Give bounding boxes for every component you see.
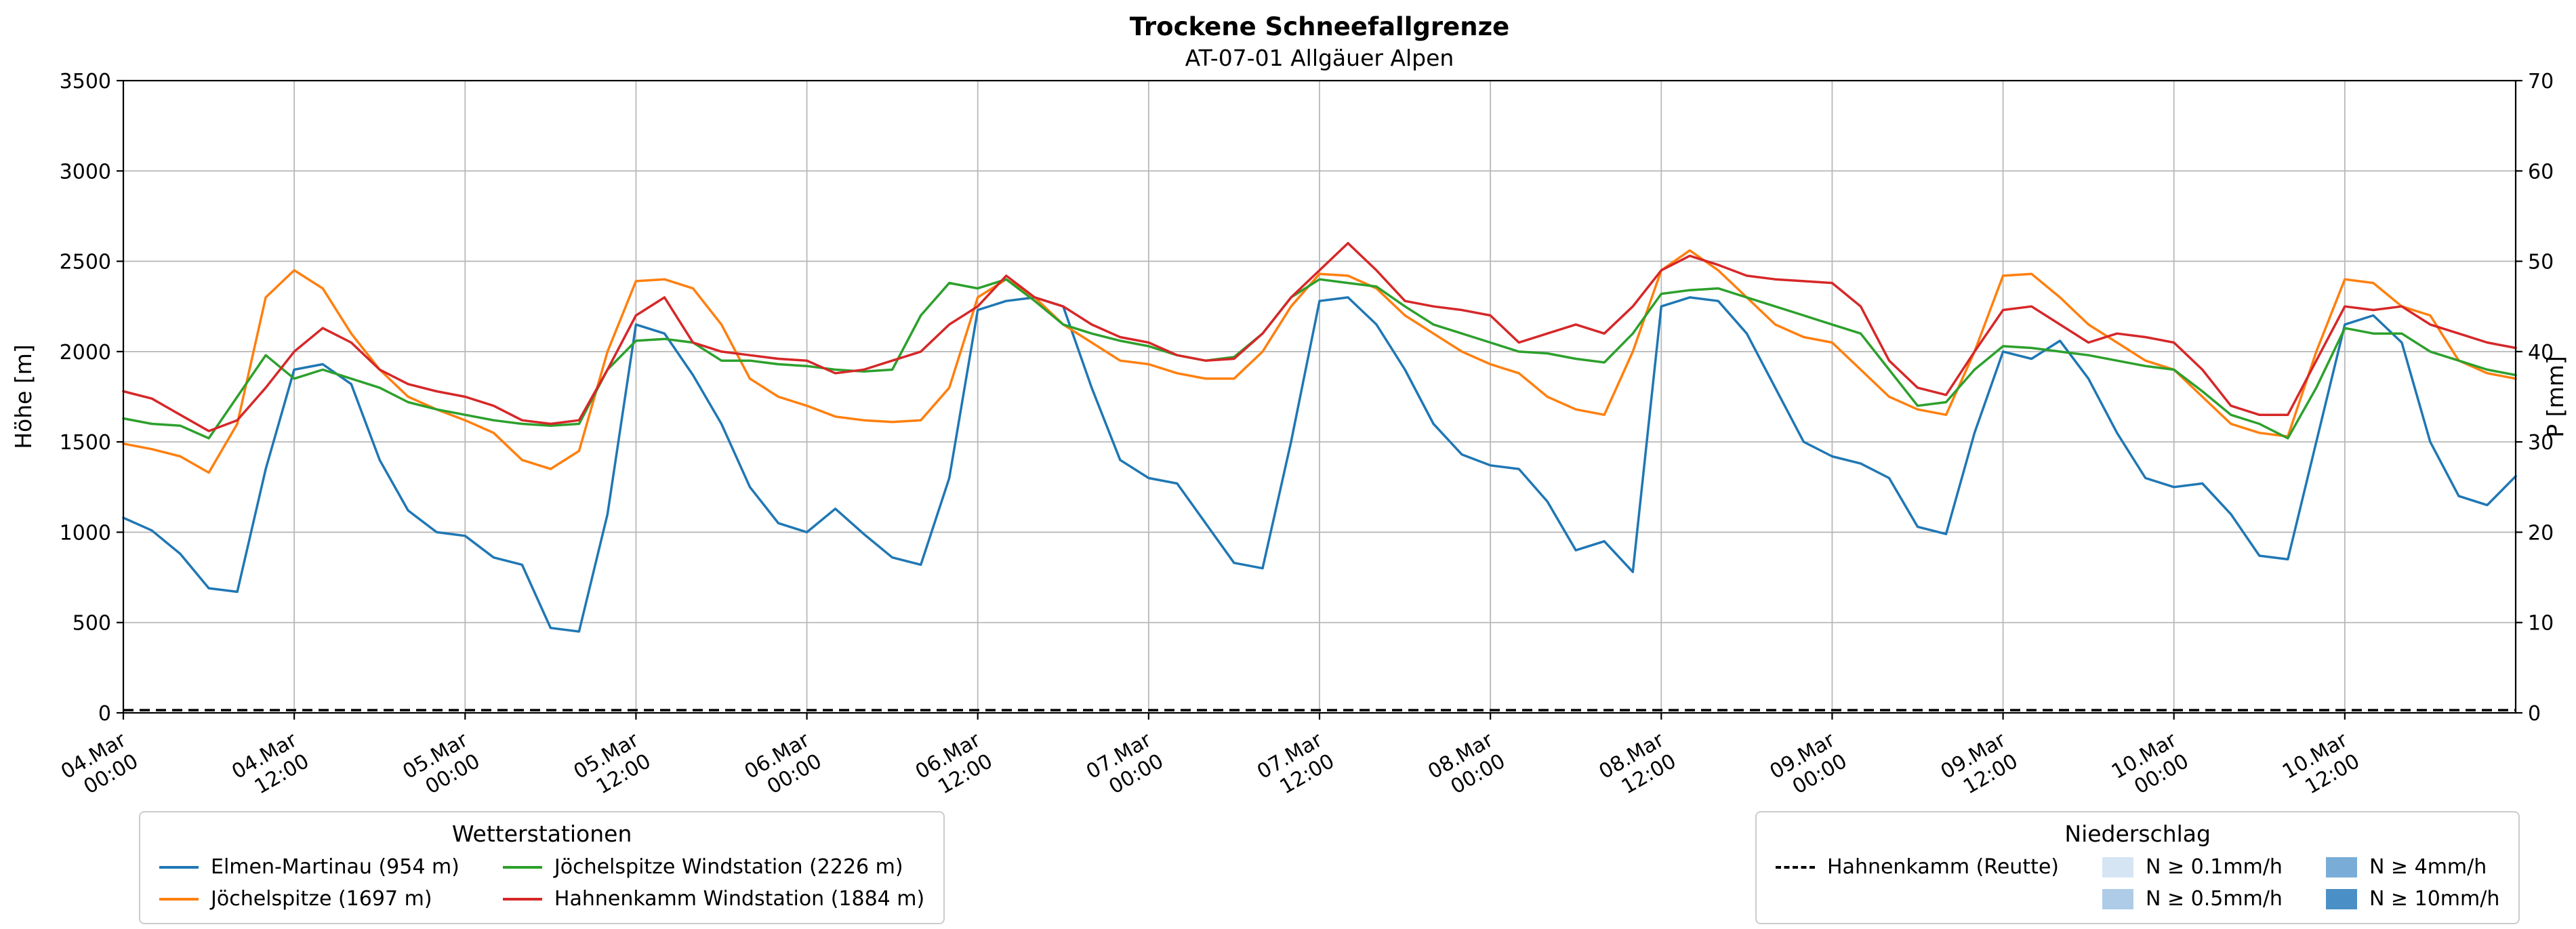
y-left-tick-label: 3500 xyxy=(60,70,111,94)
y-left-tick-label: 500 xyxy=(73,612,111,636)
x-tick-label: 10.Mar12:00 xyxy=(2278,728,2364,805)
legend-item-n-4mm-h: N ≥ 4mm/h xyxy=(2325,855,2499,879)
y-left-tick-label: 1500 xyxy=(60,431,111,455)
x-tick-label: 07.Mar12:00 xyxy=(1253,728,1338,805)
legend-label: N ≥ 10mm/h xyxy=(2369,887,2500,911)
legend-item-n-10mm-h: N ≥ 10mm/h xyxy=(2325,887,2500,911)
legend-label: Elmen-Martinau (954 m) xyxy=(211,855,459,879)
legend-item-elmen-martinau-954-m: Elmen-Martinau (954 m) xyxy=(159,855,459,879)
y-right-tick-label: 10 xyxy=(2528,612,2554,636)
series-line-j-chelspitze-windstation-2226-m xyxy=(122,278,2517,440)
x-tick-label: 04.Mar12:00 xyxy=(228,728,313,805)
x-tick-label: 08.Mar12:00 xyxy=(1595,728,1680,805)
legend-label: N ≥ 4mm/h xyxy=(2369,855,2487,879)
x-tick-label: 09.Mar00:00 xyxy=(1766,728,1852,805)
precip-level-swatch xyxy=(2325,888,2357,909)
legend-item-hahnenkamm-reutte: Hahnenkamm (Reutte) xyxy=(1776,855,2059,879)
y-right-tick-label: 30 xyxy=(2528,431,2554,455)
legend-item-n-0-1mm-h: N ≥ 0.1mm/h xyxy=(2102,855,2283,879)
legend-label: Hahnenkamm Windstation (1884 m) xyxy=(554,887,925,911)
axes-layer: 0 500 1000 1500 2000 2500 3000 3500 0 10 20 30 40 50 6… xyxy=(57,70,2554,805)
x-tick-label: 09.Mar12:00 xyxy=(1937,728,2022,805)
y-right-tick-label: 60 xyxy=(2528,160,2554,184)
series-line-j-chelspitze-1697-m xyxy=(122,249,2517,474)
legend-item-j-chelspitze-1697-m: Jöchelspitze (1697 m) xyxy=(159,887,459,911)
line-swatch xyxy=(502,897,542,901)
x-tick-label: 06.Mar00:00 xyxy=(741,728,826,805)
legend-label: Jöchelspitze Windstation (2226 m) xyxy=(554,855,903,879)
series-line-hahnenkamm-windstation-1884-m xyxy=(122,242,2517,432)
line-swatch xyxy=(159,897,199,901)
legend-niederschlag-items: Hahnenkamm (Reutte) N ≥ 0.1mm/h N ≥ 0.5mm/… xyxy=(1776,855,2499,911)
y-left-tick-label: 1000 xyxy=(60,521,111,545)
x-tick-label: 05.Mar12:00 xyxy=(570,728,655,805)
y-right-tick-label: 40 xyxy=(2528,341,2554,365)
y-left-axis-label: Höhe [m] xyxy=(10,344,37,449)
chart-subtitle: AT-07-01 Allgäuer Alpen xyxy=(1185,45,1454,71)
grid-layer xyxy=(123,80,2516,714)
legend-item-j-chelspitze-windstation-2226-m: Jöchelspitze Windstation (2226 m) xyxy=(502,855,924,879)
line-swatch xyxy=(159,865,199,869)
legend-label: Jöchelspitze (1697 m) xyxy=(211,887,432,911)
legend-wetterstationen-title: Wetterstationen xyxy=(451,821,632,847)
legend-label: N ≥ 0.5mm/h xyxy=(2146,887,2283,911)
legend-niederschlag-title: Niederschlag xyxy=(2064,821,2211,847)
y-left-tick-label: 3000 xyxy=(60,160,111,184)
x-tick-label: 10.Mar00:00 xyxy=(2108,728,2193,805)
legend-label: Hahnenkamm (Reutte) xyxy=(1827,855,2060,879)
x-tick-label: 04.Mar00:00 xyxy=(57,728,142,805)
y-left-tick-label: 0 xyxy=(98,702,111,726)
chart-title: Trockene Schneefallgrenze xyxy=(1129,12,1510,41)
y-right-tick-label: 50 xyxy=(2528,251,2554,274)
x-tick-label: 06.Mar12:00 xyxy=(912,728,997,805)
x-tick-label: 07.Mar00:00 xyxy=(1082,728,1168,805)
y-right-tick-label: 0 xyxy=(2528,702,2541,726)
precip-level-swatch xyxy=(2102,856,2134,878)
precip-level-swatch xyxy=(2325,856,2357,878)
line-swatch xyxy=(502,865,542,869)
dashed-line-swatch xyxy=(1776,865,1815,869)
y-right-axis-label: P [mm] xyxy=(2542,356,2569,437)
y-left-tick-label: 2000 xyxy=(60,341,111,365)
legend-item-n-0-5mm-h: N ≥ 0.5mm/h xyxy=(2102,887,2283,911)
legend-niederschlag: Niederschlag Hahnenkamm (Reutte) N ≥ 0.1m… xyxy=(1755,811,2520,924)
legend-wetterstationen: Wetterstationen Elmen-Martinau (954 m) Jö… xyxy=(139,811,945,924)
precip-level-swatch xyxy=(2102,888,2134,909)
legend-wetterstationen-items: Elmen-Martinau (954 m) Jöchelspitze (1697… xyxy=(159,855,924,911)
legend-item-hahnenkamm-windstation-1884-m: Hahnenkamm Windstation (1884 m) xyxy=(502,887,925,911)
legend-label: N ≥ 0.1mm/h xyxy=(2146,855,2283,879)
series-line-elmen-martinau-954-m xyxy=(122,296,2517,633)
y-right-tick-label: 20 xyxy=(2528,521,2554,545)
x-tick-label: 08.Mar00:00 xyxy=(1424,728,1509,805)
y-left-tick-label: 2500 xyxy=(60,251,111,274)
x-tick-label: 05.Mar00:00 xyxy=(398,728,484,805)
series-layer xyxy=(122,242,2517,711)
y-right-tick-label: 70 xyxy=(2528,70,2554,94)
